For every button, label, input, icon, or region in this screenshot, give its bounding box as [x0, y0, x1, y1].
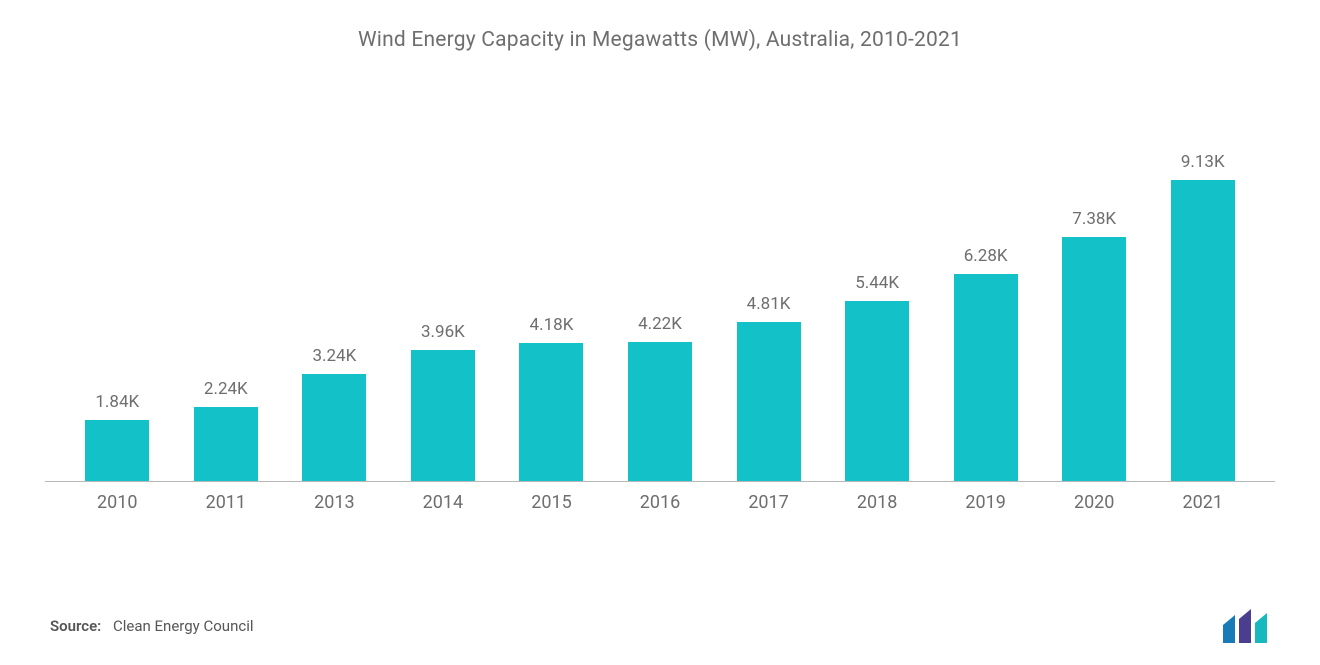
bar-group: 3.24K [280, 152, 389, 481]
chart-title: Wind Energy Capacity in Megawatts (MW), … [45, 28, 1275, 52]
x-axis-label: 2019 [931, 492, 1040, 513]
bar-group: 2.24K [172, 152, 281, 481]
bar [628, 342, 692, 481]
bar [954, 274, 1018, 481]
bar-value-label: 7.38K [1072, 209, 1116, 229]
brand-logo [1221, 609, 1275, 643]
bar-group: 4.22K [606, 152, 715, 481]
bar-value-label: 3.24K [312, 346, 356, 366]
bar-value-label: 6.28K [964, 246, 1008, 266]
bar [1171, 180, 1235, 481]
bar [411, 350, 475, 481]
bar [302, 374, 366, 481]
bar-group: 1.84K [63, 152, 172, 481]
bar-value-label: 4.18K [530, 315, 574, 335]
bar-group: 9.13K [1148, 152, 1257, 481]
x-axis-label: 2016 [606, 492, 715, 513]
x-axis-label: 2015 [497, 492, 606, 513]
x-axis-label: 2011 [172, 492, 281, 513]
bar-group: 4.81K [714, 152, 823, 481]
bar-value-label: 4.22K [638, 314, 682, 334]
bar-value-label: 9.13K [1181, 152, 1225, 172]
bar-value-label: 4.81K [747, 294, 791, 314]
bar [519, 343, 583, 481]
x-axis-label: 2017 [714, 492, 823, 513]
bar-value-label: 5.44K [855, 273, 899, 293]
bar [1062, 237, 1126, 481]
bar-group: 5.44K [823, 152, 932, 481]
logo-bar-3-icon [1255, 613, 1267, 643]
x-axis-label: 2010 [63, 492, 172, 513]
x-axis-label: 2018 [823, 492, 932, 513]
source-attribution: Source: Clean Energy Council [50, 617, 254, 635]
bar [845, 301, 909, 481]
bar-group: 6.28K [931, 152, 1040, 481]
bar-group: 7.38K [1040, 152, 1149, 481]
logo-bar-1-icon [1223, 615, 1235, 643]
bar-value-label: 1.84K [95, 392, 139, 412]
chart-plot-area: 1.84K 2.24K 3.24K 3.96K 4.18K 4.22K 4.81K 5.44K… [45, 152, 1275, 482]
source-value: Clean Energy Council [113, 617, 254, 635]
bar [194, 407, 258, 481]
bar-value-label: 3.96K [421, 322, 465, 342]
bar-group: 4.18K [497, 152, 606, 481]
bar [85, 420, 149, 481]
logo-bar-2-icon [1239, 609, 1251, 643]
x-axis-label: 2020 [1040, 492, 1149, 513]
x-axis-label: 2013 [280, 492, 389, 513]
source-label: Source: [50, 617, 101, 635]
bar-value-label: 2.24K [204, 379, 248, 399]
bar [737, 322, 801, 481]
chart-x-axis: 2010201120132014201520162017201820192020… [45, 482, 1275, 513]
x-axis-label: 2021 [1148, 492, 1257, 513]
bar-group: 3.96K [389, 152, 498, 481]
x-axis-label: 2014 [389, 492, 498, 513]
